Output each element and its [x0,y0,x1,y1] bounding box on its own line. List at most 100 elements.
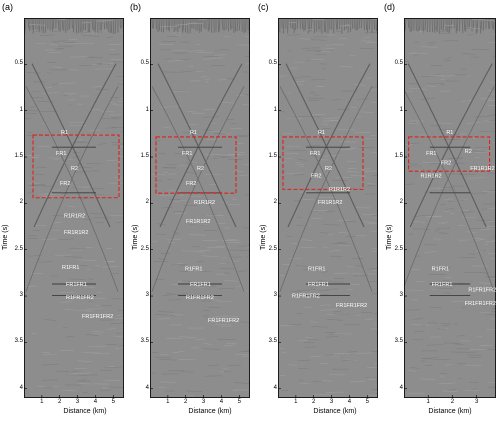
noise-streak [367,184,378,187]
direct-wave-trace [105,18,108,29]
noise-streak [202,348,220,350]
direct-wave-trace [229,18,232,30]
panel-c-xlabel: Distance (km) [313,408,357,415]
noise-streak [200,76,207,78]
diffraction-event [25,86,119,292]
noise-streak [207,364,219,367]
direct-wave-trace [294,18,297,31]
noise-streak [325,44,333,46]
y-tick-label: 4 [273,384,277,391]
noise-streak [159,49,174,51]
noise-streak [422,357,439,359]
noise-streak [289,291,302,293]
direct-wave-trace [404,18,407,31]
noise-streak [163,294,169,297]
event-annotation: R1 [318,130,325,136]
direct-wave-trace [426,18,429,33]
noise-streak [487,276,496,278]
noise-streak [205,173,221,176]
noise-streak [405,183,414,185]
panel-a-label: (a) [2,2,13,12]
y-tick-label: 3 [399,292,403,299]
panel-b-label: (b) [130,2,141,12]
noise-streak [301,75,311,78]
diffraction-event [279,86,373,292]
noise-streak [371,152,378,154]
noise-streak [160,206,173,209]
panel-b-plot: R1FR1R2FR2R1R1R2FR1R1R2R1FR1FR1FR1R1FR1F… [150,18,250,398]
noise-streak [312,380,323,382]
noise-streak [92,86,103,88]
noise-streak [88,278,94,280]
event-annotation: FR1FR1 [66,282,87,288]
noise-streak [421,75,436,78]
direct-wave-trace [308,18,311,32]
y-tick-label: 1 [145,106,149,113]
noise-streak [119,146,124,148]
noise-streak [325,304,331,306]
noise-streak [322,127,331,130]
noise-streak [322,68,327,70]
panel-d-plot: R1FR1 R2FR2R1R1R2FR1R1R2R1FR1FR1FR1R1FR1F… [404,18,496,398]
noise-streak [195,44,201,46]
noise-streak [100,389,111,391]
noise-streak [321,271,329,273]
noise-streak [199,249,211,252]
noise-streak [214,133,226,135]
noise-streak [89,212,103,215]
noise-streak [486,314,496,316]
noise-streak [412,318,424,320]
noise-streak [331,356,341,358]
diffraction-event [285,63,365,228]
noise-streak [105,127,117,129]
noise-streak [440,32,450,35]
diffraction-event [409,63,493,228]
noise-streak [367,378,377,381]
noise-streak [300,247,316,249]
noise-streak [286,49,292,52]
direct-wave-trace [88,18,91,34]
noise-streak [427,85,436,87]
y-tick-label: 4 [399,384,403,391]
noise-streak [68,38,78,41]
noise-streak [438,382,456,385]
noise-streak [325,313,337,315]
noise-streak [333,353,350,355]
y-tick-label: 1 [399,106,403,113]
noise-streak [65,335,74,338]
noise-streak [410,367,421,369]
noise-streak [411,221,425,223]
direct-wave-trace [112,18,115,34]
noise-streak [96,63,102,66]
diffraction-event [279,86,373,292]
noise-streak [63,326,68,329]
noise-streak [88,57,103,59]
direct-wave-trace [75,18,78,34]
direct-wave-trace [72,18,75,33]
noise-streak [487,386,496,389]
noise-streak [234,135,248,138]
noise-streak [331,202,342,205]
event-annotation: FR1 [182,151,192,157]
event-annotation: FR2 [186,181,196,187]
diffraction-event [159,63,243,228]
noise-streak [242,355,250,357]
event-annotation: FR1FR1 [190,282,211,288]
noise-streak [467,34,475,36]
noise-streak [166,238,181,241]
direct-wave-trace [200,18,203,32]
direct-wave-trace [184,18,187,33]
noise-streak [344,220,357,223]
noise-streak [238,255,248,258]
noise-streak [471,388,477,390]
event-annotation: R2 [465,149,472,155]
noise-streak [349,381,366,383]
direct-wave-trace [68,18,71,30]
noise-streak [221,257,227,259]
noise-streak [39,19,45,22]
noise-streak [439,232,449,234]
noise-streak [42,363,59,366]
noise-streak [297,340,309,342]
noise-streak [313,393,332,396]
noise-streak [46,24,53,26]
